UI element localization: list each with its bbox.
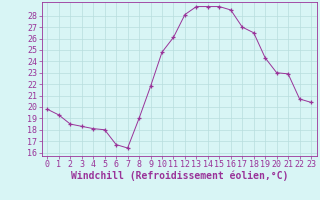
X-axis label: Windchill (Refroidissement éolien,°C): Windchill (Refroidissement éolien,°C) [70,171,288,181]
